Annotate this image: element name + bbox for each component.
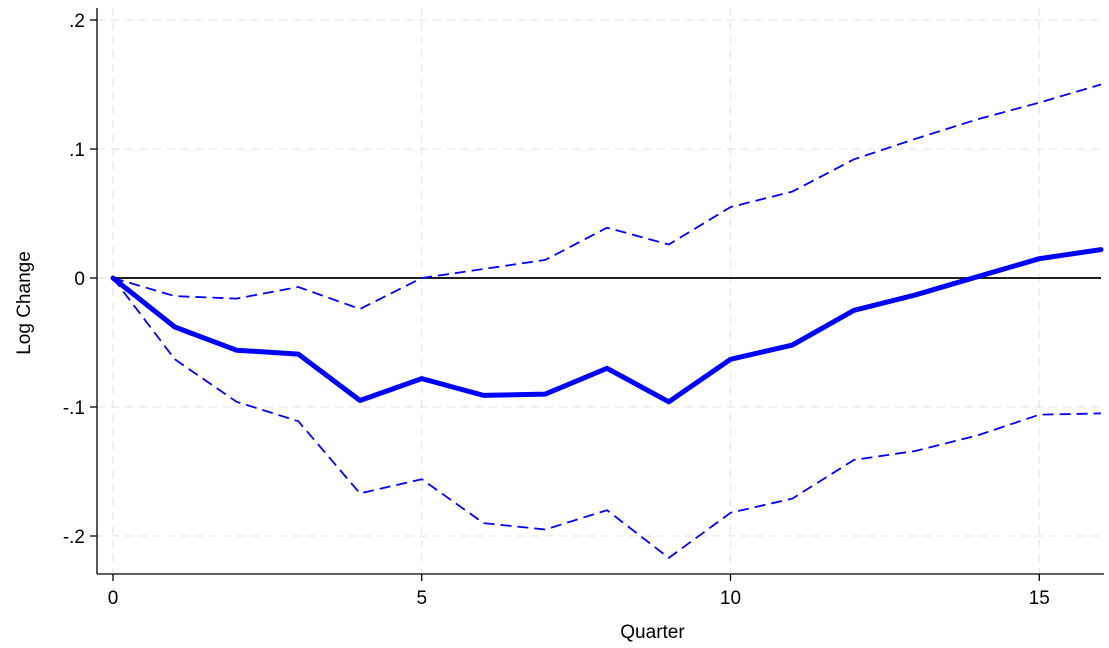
y-tick-label: -.2	[63, 527, 85, 548]
x-tick-label: 15	[1029, 588, 1050, 609]
x-tick-label: 10	[720, 588, 741, 609]
x-tick-label: 5	[416, 588, 427, 609]
series-layer	[110, 83, 1104, 559]
upper-series-line	[112, 83, 1102, 310]
ticks: -.2 -.1 0 .1 .2 0 5 10 15	[63, 11, 1050, 609]
y-tick-label: .1	[69, 140, 85, 161]
estimate-series-line	[110, 247, 1104, 405]
axes	[96, 8, 1104, 575]
y-axis-title: Log Change	[14, 251, 35, 355]
y-tick-label: -.1	[63, 398, 85, 419]
grid	[97, 8, 1104, 574]
y-tick-label: 0	[74, 269, 85, 290]
lower-series-line	[112, 277, 1102, 559]
x-tick-label: 0	[108, 588, 119, 609]
x-axis-title: Quarter	[620, 622, 685, 643]
y-tick-label: .2	[69, 11, 85, 32]
